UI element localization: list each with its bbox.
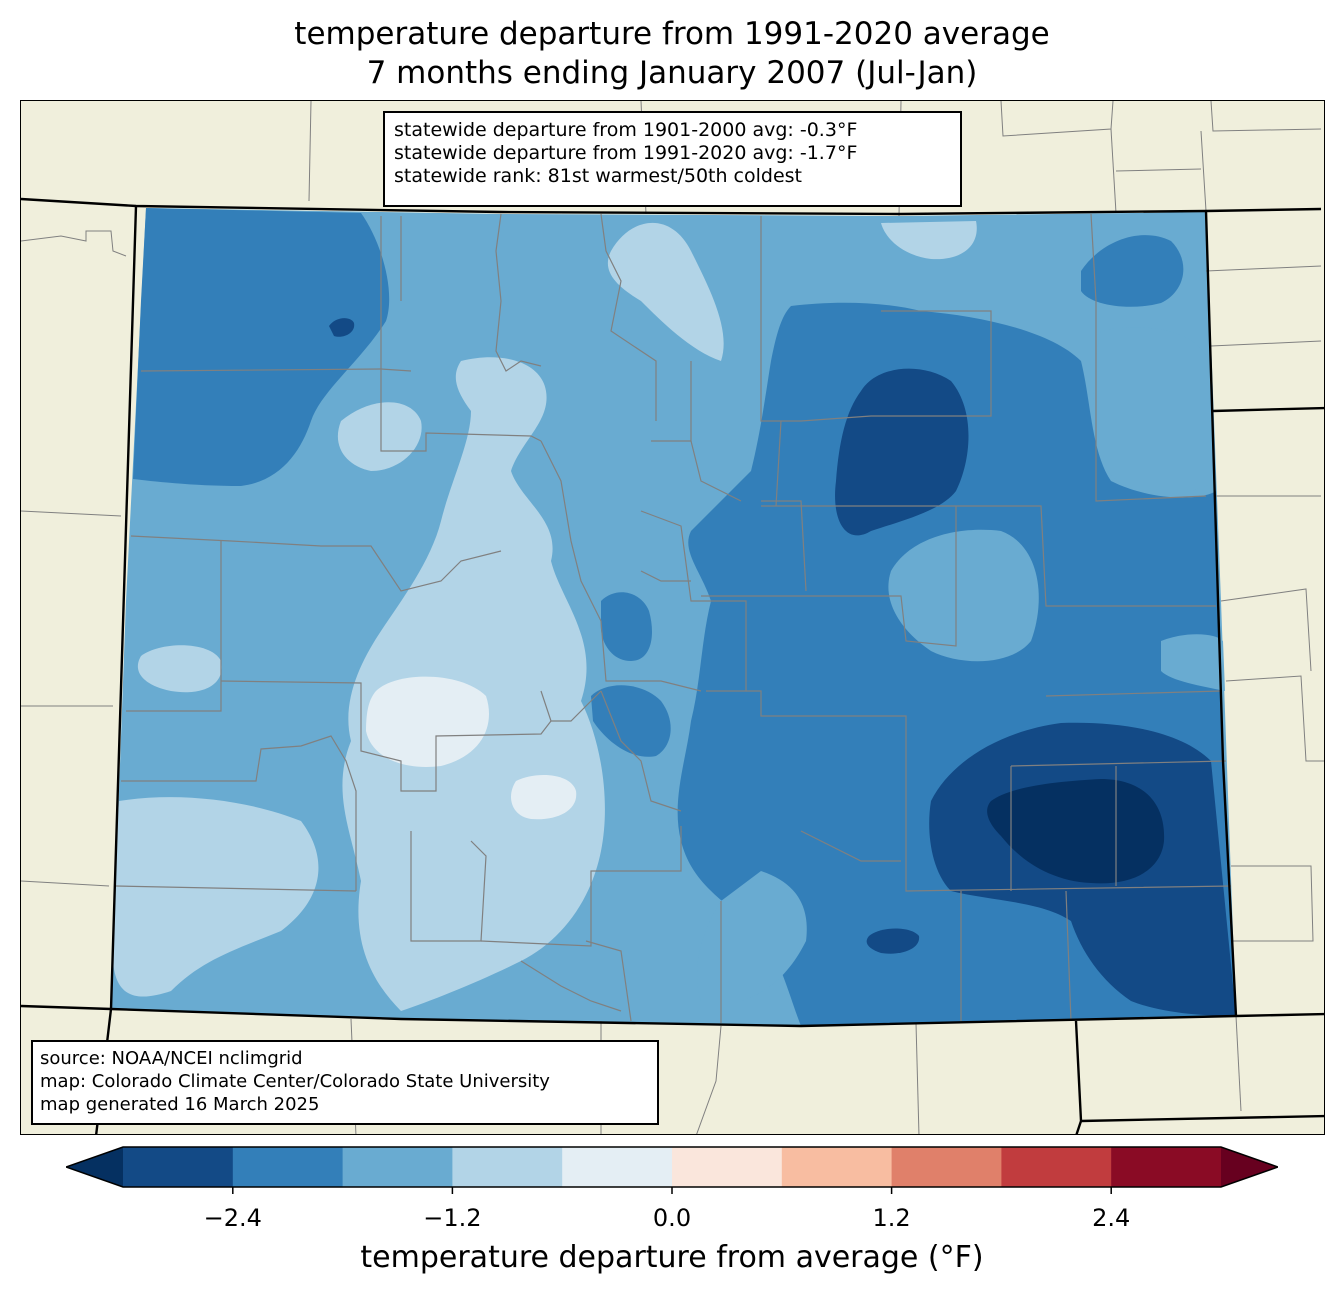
colorbar-segment — [452, 1147, 563, 1187]
map-title-line-2: 7 months ending January 2007 (Jul-Jan) — [366, 55, 978, 91]
colorbar-segment — [1111, 1147, 1222, 1187]
colorbar-segment — [781, 1147, 893, 1187]
contour-medium-east-edge — [1161, 634, 1225, 691]
contour-light-north — [607, 222, 724, 361]
contour-light-northeast — [881, 221, 977, 260]
stats-departure-1991-2020: statewide departure from 1991-2020 avg: … — [394, 142, 858, 164]
contour-darkest-southeast — [987, 779, 1165, 884]
colorbar-tick-label: −1.2 — [423, 1204, 482, 1232]
generated-date-line: map generated 16 March 2025 — [40, 1094, 320, 1115]
map-frame — [20, 100, 1325, 1135]
stats-rank: statewide rank: 81st warmest/50th coldes… — [394, 165, 803, 187]
colorbar-segment — [1001, 1147, 1112, 1187]
contour-dark-wetmountain — [591, 685, 671, 757]
colorbar-under-arrow — [66, 1147, 123, 1187]
source-info-box: source: NOAA/NCEI nclimgrid map: Colorad… — [31, 1040, 659, 1125]
map-title-line-1: temperature departure from 1991-2020 ave… — [294, 16, 1050, 52]
contour-darker-south-patch — [866, 928, 920, 954]
colorbar-tick-label: 1.2 — [872, 1204, 911, 1232]
state-boundaries — [21, 197, 1324, 1134]
colorbar-segment — [232, 1147, 344, 1187]
contour-light-southwest — [113, 797, 319, 997]
colorbar-label: temperature departure from average (°F) — [360, 1240, 984, 1275]
contour-medium-east-pocket — [888, 529, 1039, 662]
contour-light-central — [342, 357, 605, 1011]
contour-light-east — [1093, 327, 1216, 495]
map-credit-line: map: Colorado Climate Center/Colorado St… — [40, 1071, 550, 1092]
colorbar-segment — [562, 1147, 673, 1187]
source-line: source: NOAA/NCEI nclimgrid — [40, 1048, 303, 1069]
colorbar-segment — [672, 1147, 783, 1187]
contour-zero-central — [366, 676, 489, 767]
contour-darker-northwest-dot — [329, 318, 355, 337]
contour-light-nwcentral — [337, 402, 422, 471]
statewide-stats-box: statewide departure from 1901-2000 avg: … — [383, 111, 962, 207]
contour-dark-sangre — [600, 592, 652, 661]
colorbar-tick-label: 2.4 — [1092, 1204, 1131, 1232]
colorbar — [66, 1146, 1278, 1194]
stats-departure-1901-2000: statewide departure from 1901-2000 avg: … — [394, 119, 858, 141]
colorbar-segment — [342, 1147, 453, 1187]
contour-zero-south — [511, 775, 577, 820]
colorbar-segment — [123, 1147, 234, 1187]
colorbar-over-arrow — [1221, 1147, 1278, 1187]
contour-dark-northeast — [1081, 235, 1184, 307]
contour-medium-south — [697, 871, 807, 1001]
colorbar-tick-label: −2.4 — [203, 1204, 262, 1232]
contour-light-west — [137, 645, 222, 693]
colorbar-tick-label: 0.0 — [652, 1204, 692, 1232]
contour-darker-northeast — [835, 368, 969, 536]
contour-dark-northwest — [133, 208, 390, 486]
county-lines — [115, 213, 1232, 1023]
colorbar-segment — [891, 1147, 1002, 1187]
colorbar-outline — [66, 1146, 1278, 1188]
colorado-temperature-map — [21, 101, 1324, 1134]
